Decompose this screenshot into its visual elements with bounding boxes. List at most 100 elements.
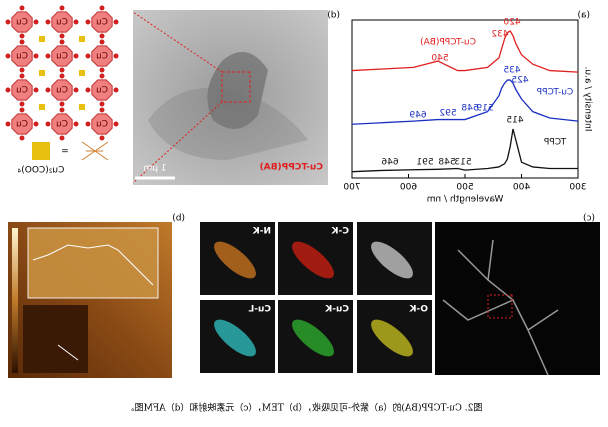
carboxyl <box>19 101 25 107</box>
carboxyl <box>99 73 105 79</box>
schematic: Cu Cu Cu Cu Cu Cu Cu Cu Cu Cu Cu Cu = Cu₂(COO)₄ <box>5 5 119 176</box>
peak-label: 591 <box>416 158 433 168</box>
node-label: Cu <box>56 52 68 62</box>
peak-label: 519 <box>476 104 493 114</box>
x-tick-label: 500 <box>456 183 473 193</box>
carboxyl <box>59 33 65 39</box>
carboxyl <box>99 101 105 107</box>
x-tick-label: 400 <box>513 183 530 193</box>
carboxyl <box>59 39 65 45</box>
node-label: Cu <box>56 120 68 130</box>
y-axis-label: Intensity / a.u. <box>583 67 593 132</box>
carboxyl <box>19 5 25 11</box>
peak-label: 435 <box>503 66 520 76</box>
eds-signal <box>371 241 413 279</box>
peak-label: 649 <box>409 111 426 121</box>
zoom-box <box>487 294 513 319</box>
peak-label: 432 <box>491 30 508 40</box>
carboxyl <box>85 19 91 25</box>
eds-label: C-K <box>330 227 349 237</box>
cluster <box>81 141 109 161</box>
node-label: Cu <box>16 18 28 28</box>
panel-label: (d) <box>327 11 340 21</box>
cluster-label: Cu₂(COO)₄ <box>17 166 64 176</box>
node-label: Cu <box>16 120 28 130</box>
eds-signal <box>292 319 334 357</box>
carboxyl <box>33 121 39 127</box>
carboxyl <box>59 5 65 11</box>
profile-line <box>57 344 79 361</box>
x-tick-label: 700 <box>343 183 360 193</box>
carboxyl <box>85 121 91 127</box>
porphyrin <box>11 79 33 101</box>
x-axis-label: Wavelength / nm <box>427 195 504 205</box>
porphyrin <box>51 11 73 33</box>
peak-label: 548 <box>461 104 478 114</box>
eds-signal <box>214 319 256 357</box>
carboxyl <box>113 121 119 127</box>
eds-signal <box>292 241 334 279</box>
carboxyl <box>33 53 39 59</box>
peak-label: 425 <box>511 76 528 86</box>
carboxyl <box>5 53 11 59</box>
eds-label: Cu-L <box>248 305 271 315</box>
porphyrin <box>91 11 113 33</box>
color-bar <box>12 228 18 373</box>
porphyrin <box>51 113 73 135</box>
eds-label: O-K <box>408 305 428 315</box>
series-label: Cu-TCPP(BA) <box>420 38 476 48</box>
eds-label: Cu-K <box>324 305 349 315</box>
spectrum-chart: 300 400 500 600 700 Wavelength / nm Intensity … <box>343 18 592 205</box>
carboxyl <box>99 5 105 11</box>
spectrum-line <box>351 30 579 73</box>
carboxyl <box>113 87 119 93</box>
panel-label: (b) <box>172 214 185 224</box>
carboxyl <box>113 53 119 59</box>
carboxyl <box>45 53 51 59</box>
porphyrin <box>11 45 33 67</box>
zoom-line <box>132 11 223 73</box>
node-label: Cu <box>16 86 28 96</box>
equals: = <box>61 147 69 157</box>
carboxyl <box>99 107 105 113</box>
profile-inset <box>27 227 159 299</box>
carboxyl <box>5 121 11 127</box>
carboxyl <box>19 107 25 113</box>
carboxyl <box>73 19 79 25</box>
carboxyl <box>45 19 51 25</box>
panel-label: (a) <box>577 11 590 21</box>
eds-signal <box>214 241 256 279</box>
peak-label: 415 <box>506 116 523 126</box>
porphyrin <box>91 113 113 135</box>
carboxyl <box>99 33 105 39</box>
tem-dark-image <box>435 222 600 375</box>
zoom-box <box>221 71 251 103</box>
carboxyl <box>19 39 25 45</box>
cu-node <box>39 70 45 76</box>
caption: 图2. Cu-TCPP(BA)的（a）紫外-可见吸收，（b）TEM，（c）元素映… <box>126 402 483 414</box>
porphyrin <box>91 45 113 67</box>
node-label: Cu <box>16 52 28 62</box>
porphyrin <box>51 45 73 67</box>
cu-node <box>39 104 45 110</box>
carboxyl <box>45 121 51 127</box>
peak-label: 420 <box>503 18 520 28</box>
spectrum-line <box>351 128 578 173</box>
carboxyl <box>5 19 11 25</box>
carboxyl <box>99 39 105 45</box>
afm-zoom-inset <box>23 305 88 373</box>
tem-label: Cu-TCPP(BA) <box>260 163 323 173</box>
carboxyl <box>99 67 105 73</box>
x-tick-label: 300 <box>569 183 586 193</box>
sheet-edges <box>442 239 559 376</box>
carboxyl <box>19 33 25 39</box>
series-label: TCPP <box>543 138 567 148</box>
porphyrin <box>11 113 33 135</box>
cu-node-legend <box>32 142 50 160</box>
porphyrin <box>51 79 73 101</box>
cu-node <box>39 36 45 42</box>
spectrum-line <box>351 79 579 125</box>
carboxyl <box>73 53 79 59</box>
carboxyl <box>5 87 11 93</box>
